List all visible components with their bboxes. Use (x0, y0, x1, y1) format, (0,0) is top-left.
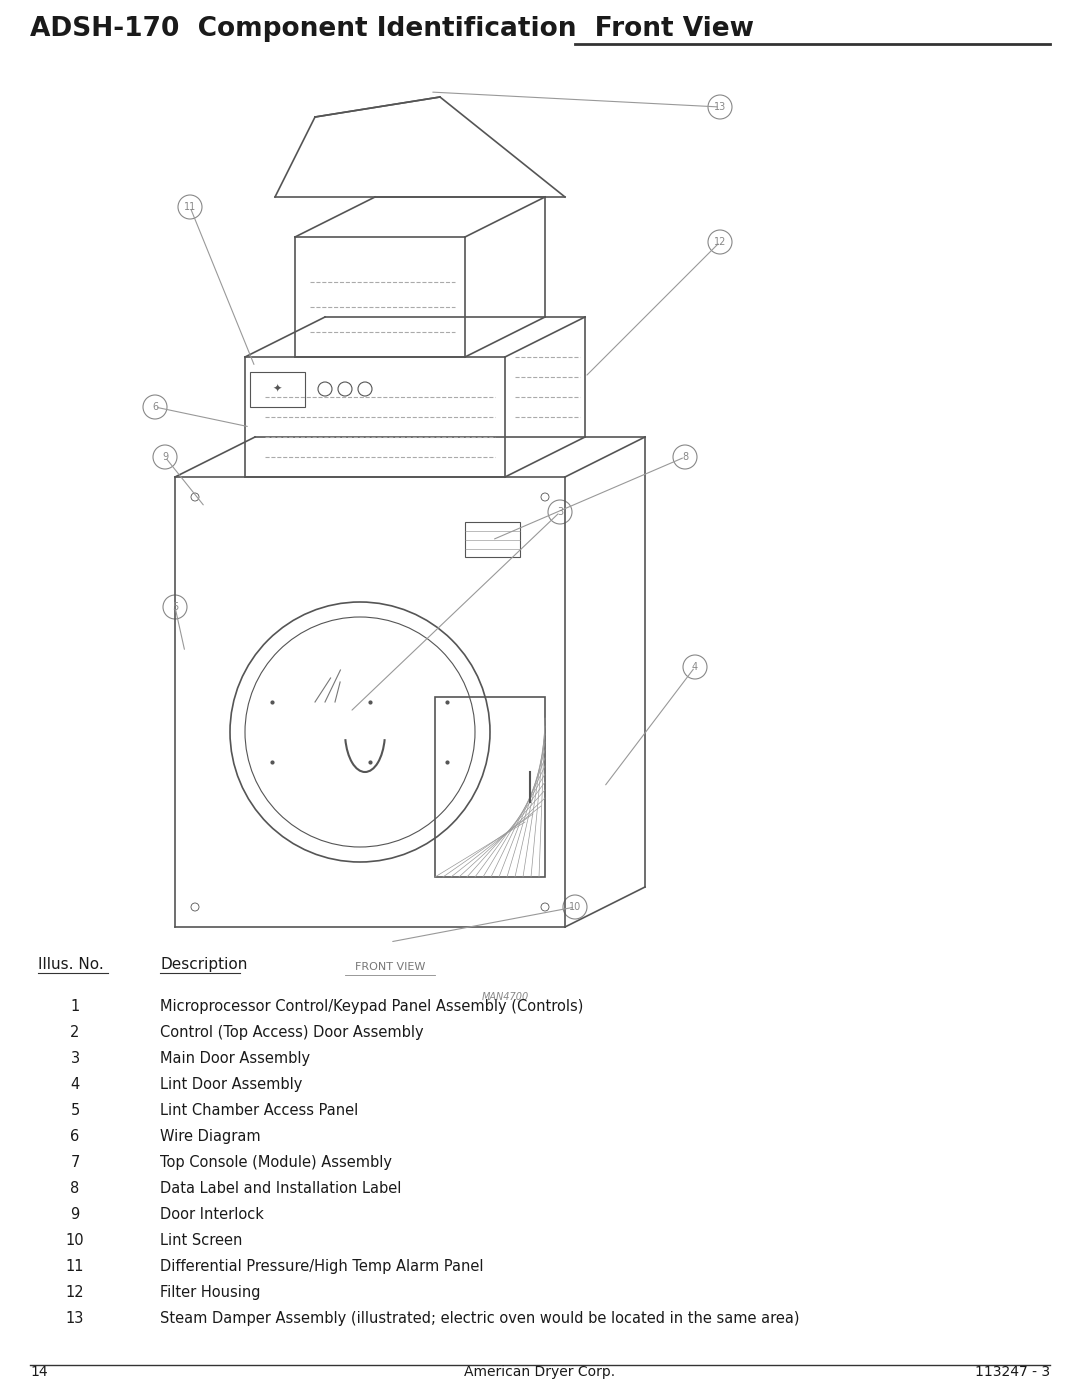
Text: Differential Pressure/High Temp Alarm Panel: Differential Pressure/High Temp Alarm Pa… (160, 1259, 484, 1274)
Text: 14: 14 (30, 1365, 48, 1379)
Text: 13: 13 (714, 102, 726, 112)
Text: 5: 5 (70, 1104, 80, 1118)
Text: Wire Diagram: Wire Diagram (160, 1129, 260, 1144)
Text: 3: 3 (70, 1051, 80, 1066)
Text: Lint Door Assembly: Lint Door Assembly (160, 1077, 302, 1092)
Text: Door Interlock: Door Interlock (160, 1207, 264, 1222)
Text: ADSH-170  Component Identification  Front View: ADSH-170 Component Identification Front … (30, 15, 754, 42)
Text: 4: 4 (692, 662, 698, 672)
Text: 4: 4 (70, 1077, 80, 1092)
Text: Top Console (Module) Assembly: Top Console (Module) Assembly (160, 1155, 392, 1171)
Text: 113247 - 3: 113247 - 3 (975, 1365, 1050, 1379)
Text: 11: 11 (66, 1259, 84, 1274)
Text: 10: 10 (66, 1234, 84, 1248)
Text: Lint Chamber Access Panel: Lint Chamber Access Panel (160, 1104, 359, 1118)
Text: American Dryer Corp.: American Dryer Corp. (464, 1365, 616, 1379)
Text: Filter Housing: Filter Housing (160, 1285, 260, 1301)
Text: Microprocessor Control/Keypad Panel Assembly (Controls): Microprocessor Control/Keypad Panel Asse… (160, 999, 583, 1014)
Text: ✦: ✦ (272, 384, 282, 394)
Text: Illus. No.: Illus. No. (38, 957, 104, 972)
Text: FRONT VIEW: FRONT VIEW (355, 963, 426, 972)
Text: Main Door Assembly: Main Door Assembly (160, 1051, 310, 1066)
Text: Data Label and Installation Label: Data Label and Installation Label (160, 1180, 402, 1196)
Text: 10: 10 (569, 902, 581, 912)
Bar (249, 372, 305, 407)
Text: 6: 6 (152, 402, 158, 412)
Text: 12: 12 (66, 1285, 84, 1301)
Text: 1: 1 (70, 999, 80, 1014)
Text: 8: 8 (681, 453, 688, 462)
Text: 9: 9 (162, 453, 168, 462)
Text: 2: 2 (70, 1025, 80, 1039)
Text: 8: 8 (70, 1180, 80, 1196)
Text: Control (Top Access) Door Assembly: Control (Top Access) Door Assembly (160, 1025, 423, 1039)
Bar (435, 697, 545, 877)
Text: 3: 3 (557, 507, 563, 517)
Text: 13: 13 (66, 1310, 84, 1326)
Text: 11: 11 (184, 203, 197, 212)
Text: 5: 5 (172, 602, 178, 612)
Text: MAN4700: MAN4700 (482, 992, 528, 1002)
Text: Description: Description (160, 957, 247, 972)
Bar (465, 522, 519, 557)
Text: Lint Screen: Lint Screen (160, 1234, 242, 1248)
Text: 7: 7 (70, 1155, 80, 1171)
Text: Steam Damper Assembly (illustrated; electric oven would be located in the same a: Steam Damper Assembly (illustrated; elec… (160, 1310, 799, 1326)
Text: 9: 9 (70, 1207, 80, 1222)
Text: 12: 12 (714, 237, 726, 247)
Text: 6: 6 (70, 1129, 80, 1144)
